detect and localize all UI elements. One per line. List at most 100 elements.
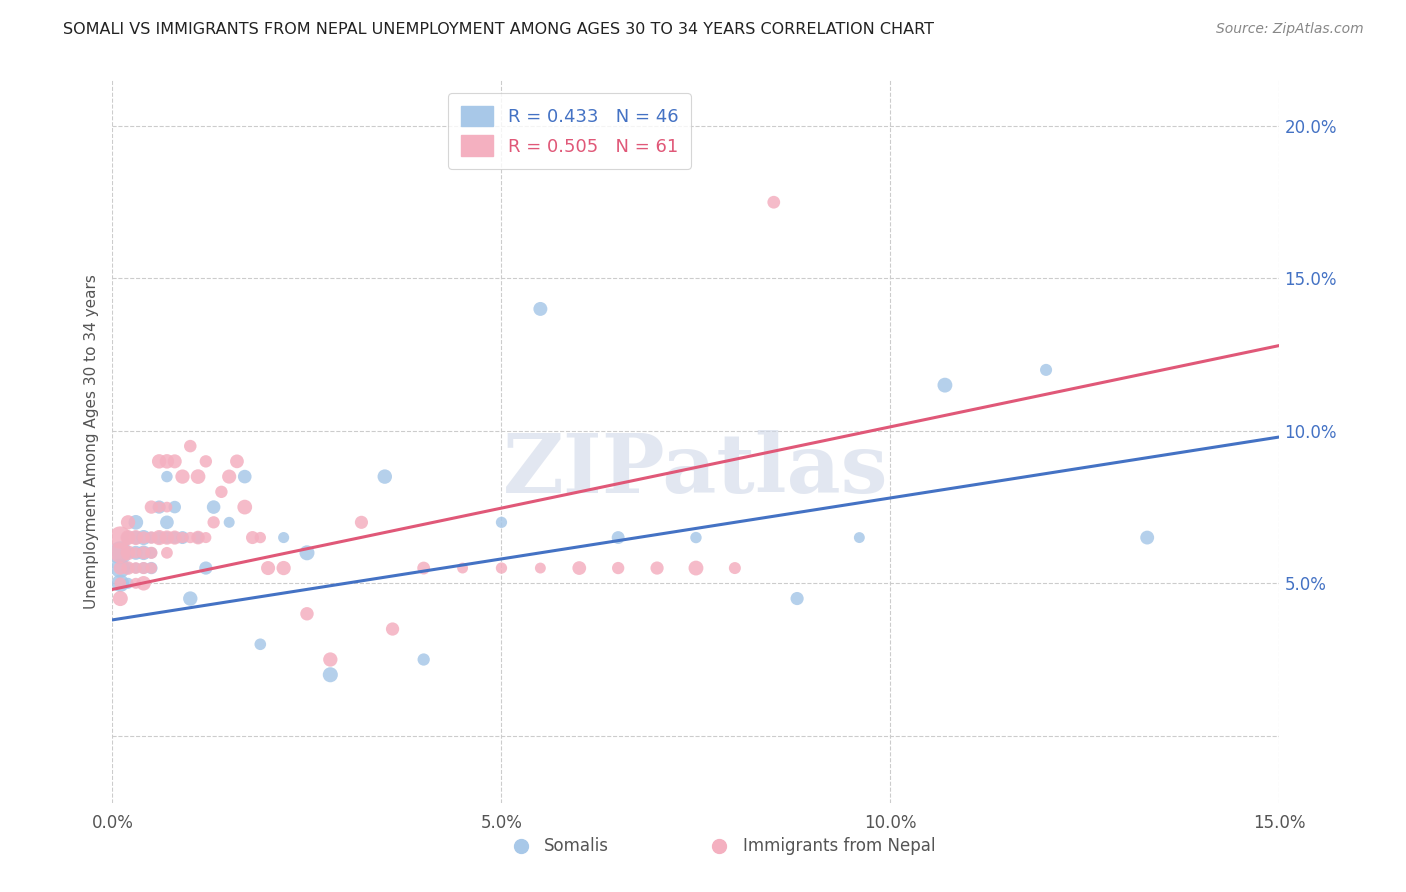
Point — [132, 546, 155, 560]
Point — [724, 561, 747, 575]
Point — [156, 531, 179, 545]
Point — [529, 561, 551, 575]
Point — [172, 531, 194, 545]
Point — [319, 652, 342, 666]
Point — [607, 561, 630, 575]
Legend: R = 0.433   N = 46, R = 0.505   N = 61: R = 0.433 N = 46, R = 0.505 N = 61 — [449, 93, 692, 169]
Point — [163, 531, 186, 545]
Point — [156, 454, 179, 468]
Point — [786, 591, 808, 606]
Point — [249, 531, 271, 545]
Point — [132, 576, 155, 591]
Point — [1035, 363, 1057, 377]
Point — [187, 469, 209, 483]
Point — [117, 561, 139, 575]
Point — [226, 454, 249, 468]
Point — [125, 546, 148, 560]
Point — [187, 531, 209, 545]
Point — [156, 516, 179, 530]
Point — [273, 561, 295, 575]
Point — [249, 637, 271, 651]
Text: Immigrants from Nepal: Immigrants from Nepal — [742, 838, 935, 855]
Point — [607, 531, 630, 545]
Point — [172, 531, 194, 545]
Point — [125, 561, 148, 575]
Point — [125, 531, 148, 545]
Point — [218, 516, 240, 530]
Point — [202, 516, 225, 530]
Text: ZIPatlas: ZIPatlas — [503, 431, 889, 510]
Point — [295, 607, 318, 621]
Point — [117, 546, 139, 560]
Point — [117, 561, 139, 575]
Point — [451, 561, 474, 575]
Point — [156, 531, 179, 545]
Point — [132, 531, 155, 545]
Point — [194, 454, 217, 468]
Point — [350, 516, 373, 530]
Point — [934, 378, 956, 392]
Point — [163, 454, 186, 468]
Point — [148, 500, 170, 514]
Point — [141, 531, 163, 545]
Point — [132, 546, 155, 560]
Point — [110, 561, 132, 575]
Point — [141, 561, 163, 575]
Point — [645, 561, 668, 575]
Point — [125, 546, 148, 560]
Text: SOMALI VS IMMIGRANTS FROM NEPAL UNEMPLOYMENT AMONG AGES 30 TO 34 YEARS CORRELATI: SOMALI VS IMMIGRANTS FROM NEPAL UNEMPLOY… — [63, 22, 934, 37]
Point — [117, 546, 139, 560]
Point — [141, 546, 163, 560]
Point — [179, 591, 201, 606]
Point — [148, 531, 170, 545]
Point — [233, 469, 256, 483]
Point — [125, 576, 148, 591]
Point — [529, 301, 551, 316]
Point — [125, 516, 148, 530]
Point — [141, 561, 163, 575]
Point — [209, 484, 232, 499]
Point — [685, 561, 707, 575]
Point — [110, 591, 132, 606]
Point — [156, 469, 179, 483]
Point — [125, 531, 148, 545]
Point — [163, 500, 186, 514]
Point — [242, 531, 264, 545]
Point — [141, 500, 163, 514]
Point — [141, 546, 163, 560]
Point — [491, 516, 513, 530]
Point — [319, 667, 342, 681]
Point — [412, 561, 434, 575]
Point — [148, 531, 170, 545]
Point — [132, 531, 155, 545]
Point — [148, 500, 170, 514]
Point — [141, 531, 163, 545]
Point — [295, 546, 318, 560]
Point — [194, 531, 217, 545]
Point — [218, 469, 240, 483]
Point — [148, 454, 170, 468]
Point — [257, 561, 280, 575]
Point — [202, 500, 225, 514]
Point — [110, 561, 132, 575]
Point — [163, 531, 186, 545]
Point — [194, 561, 217, 575]
Point — [187, 531, 209, 545]
Point — [117, 516, 139, 530]
Point — [374, 469, 396, 483]
Point — [117, 531, 139, 545]
Point — [762, 195, 785, 210]
Point — [412, 652, 434, 666]
Point — [117, 531, 139, 545]
Point — [125, 561, 148, 575]
Point — [685, 531, 707, 545]
Point — [179, 531, 201, 545]
Point — [132, 561, 155, 575]
Y-axis label: Unemployment Among Ages 30 to 34 years: Unemployment Among Ages 30 to 34 years — [83, 274, 98, 609]
Point — [233, 500, 256, 514]
Point — [132, 561, 155, 575]
Point — [273, 531, 295, 545]
Point — [381, 622, 404, 636]
Point — [156, 546, 179, 560]
Point — [172, 469, 194, 483]
